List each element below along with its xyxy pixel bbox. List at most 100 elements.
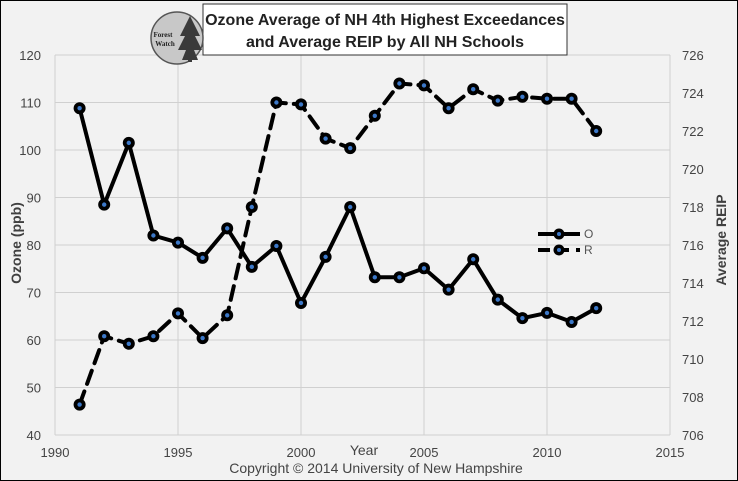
marker-center bbox=[151, 334, 156, 339]
data-point-o bbox=[393, 271, 406, 284]
marker-center bbox=[495, 98, 500, 103]
y-right-tick-label: 720 bbox=[682, 162, 704, 177]
data-point-o bbox=[368, 271, 381, 284]
y-right-tick-label: 706 bbox=[682, 428, 704, 443]
data-point-o bbox=[516, 312, 529, 325]
marker-center bbox=[544, 96, 550, 101]
x-axis-ticks: 1990 1995 2000 2005 2010 2015 bbox=[41, 445, 685, 460]
marker-center bbox=[348, 204, 353, 210]
marker-center bbox=[200, 255, 205, 261]
marker-center bbox=[446, 106, 451, 111]
marker-center bbox=[569, 96, 574, 101]
forest-watch-logo: Forest Watch bbox=[150, 11, 204, 65]
marker-center bbox=[274, 243, 279, 249]
data-point-o bbox=[147, 229, 160, 242]
marker-center bbox=[77, 106, 82, 111]
y-right-tick-label: 718 bbox=[682, 200, 704, 215]
series-line-r bbox=[77, 81, 599, 407]
data-point-o bbox=[270, 239, 283, 252]
data-point-o bbox=[98, 198, 111, 211]
marker-center bbox=[372, 113, 377, 119]
series-layer bbox=[73, 77, 603, 411]
data-point-r bbox=[516, 90, 529, 103]
x-tick-label: 1995 bbox=[164, 445, 193, 460]
marker-center bbox=[274, 100, 279, 105]
data-point-r bbox=[245, 201, 258, 213]
marker-center bbox=[323, 254, 328, 260]
data-point-r bbox=[467, 83, 480, 96]
y-left-tick-label: 80 bbox=[27, 238, 41, 253]
marker-center bbox=[520, 94, 525, 100]
marker-center bbox=[249, 264, 254, 270]
marker-center bbox=[421, 83, 427, 88]
marker-center bbox=[77, 402, 82, 407]
data-point-o bbox=[245, 260, 258, 273]
chart-title-line1: Ozone Average of NH 4th Highest Exceedan… bbox=[205, 12, 565, 29]
data-point-o bbox=[344, 201, 357, 213]
data-point-r bbox=[73, 398, 86, 411]
data-point-r bbox=[418, 79, 430, 92]
y-right-tick-label: 726 bbox=[682, 48, 704, 63]
marker-center bbox=[372, 275, 377, 280]
marker-center bbox=[126, 341, 131, 346]
data-point-r bbox=[393, 77, 406, 90]
marker-center bbox=[397, 275, 402, 280]
data-point-o bbox=[491, 293, 504, 306]
marker-center bbox=[594, 305, 599, 311]
data-point-r bbox=[147, 330, 160, 343]
data-point-r bbox=[295, 98, 307, 111]
y-axis-left-ticks: 40 50 60 70 80 90 100 110 120 bbox=[19, 48, 41, 443]
y-axis-left-title: Ozone (ppb) bbox=[8, 202, 24, 284]
series-o bbox=[73, 102, 603, 328]
data-point-o bbox=[418, 262, 430, 275]
data-point-r bbox=[270, 96, 283, 109]
y-axis-right-title: Average REIP bbox=[713, 194, 729, 285]
y-left-tick-label: 120 bbox=[19, 48, 41, 63]
y-right-tick-label: 712 bbox=[682, 314, 704, 329]
marker-center bbox=[495, 297, 500, 302]
data-point-r bbox=[196, 332, 209, 345]
data-point-o bbox=[196, 251, 209, 264]
data-point-r bbox=[368, 109, 381, 122]
copyright-text: Copyright © 2014 University of New Hamps… bbox=[229, 460, 523, 476]
data-point-r bbox=[344, 142, 357, 155]
y-axis-right-ticks: 706 708 710 712 714 716 718 720 722 724 726 bbox=[682, 48, 704, 443]
x-tick-label: 2010 bbox=[533, 445, 562, 460]
data-point-o bbox=[590, 302, 603, 315]
marker-center bbox=[175, 240, 181, 245]
series-line-o bbox=[77, 106, 599, 324]
marker-center bbox=[421, 266, 427, 271]
marker-center bbox=[544, 310, 550, 316]
y-left-tick-label: 40 bbox=[27, 428, 41, 443]
data-point-o bbox=[319, 250, 332, 263]
marker-center bbox=[397, 81, 402, 86]
y-right-tick-label: 724 bbox=[682, 86, 704, 101]
y-right-tick-label: 716 bbox=[682, 238, 704, 253]
y-right-tick-label: 710 bbox=[682, 352, 704, 367]
marker-center bbox=[200, 335, 205, 341]
marker-center bbox=[446, 287, 451, 292]
chart-title-line2: and Average REIP by All NH Schools bbox=[246, 34, 524, 51]
y-right-tick-label: 714 bbox=[682, 276, 704, 291]
marker-center bbox=[175, 311, 181, 316]
data-point-o bbox=[73, 102, 86, 115]
data-point-o bbox=[221, 222, 234, 235]
x-tick-label: 2000 bbox=[287, 445, 316, 460]
x-axis-title: Year bbox=[350, 442, 379, 458]
marker-center bbox=[594, 128, 599, 134]
data-point-r bbox=[221, 309, 234, 322]
marker-center bbox=[520, 315, 525, 321]
marker-center bbox=[225, 226, 230, 231]
data-point-o bbox=[172, 236, 184, 249]
marker-center bbox=[471, 87, 476, 92]
data-point-o bbox=[442, 283, 455, 296]
legend-label-o: O bbox=[584, 227, 593, 241]
data-point-r bbox=[590, 125, 603, 137]
marker-center bbox=[151, 233, 156, 238]
legend-label-r: R bbox=[584, 243, 593, 257]
data-point-r bbox=[319, 132, 332, 145]
marker-center bbox=[102, 202, 107, 207]
data-point-r bbox=[541, 92, 553, 105]
